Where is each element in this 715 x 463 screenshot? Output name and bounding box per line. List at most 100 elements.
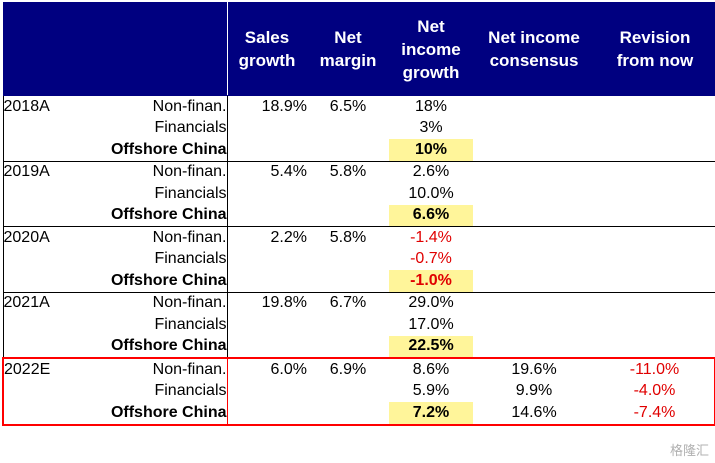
net-income-growth-cell: 2.6%	[389, 160, 473, 183]
year-cell: 2019A	[2, 160, 85, 183]
table-row: Financials 5.9% 9.9% -4.0%	[2, 380, 715, 402]
table-row: Offshore China 10%	[2, 139, 715, 162]
net-margin-cell: 6.7%	[307, 291, 389, 314]
year-cell: 2021A	[2, 291, 85, 314]
year-cell	[2, 314, 85, 336]
segment-cell: Offshore China	[85, 402, 227, 426]
table-row: Financials 3%	[2, 117, 715, 139]
table-row: Offshore China 22.5%	[2, 335, 715, 359]
net-income-growth-cell: 29.0%	[389, 291, 473, 314]
net-income-consensus-cell	[473, 204, 595, 227]
sales-growth-cell	[226, 183, 307, 205]
revision-cell	[595, 204, 715, 227]
net-income-growth-cell: -1.4%	[389, 226, 473, 249]
sales-growth-cell	[226, 248, 307, 270]
net-income-consensus-cell: 9.9%	[473, 380, 595, 402]
sales-growth-cell: 2.2%	[226, 226, 307, 249]
sales-growth-cell	[226, 117, 307, 139]
year-cell	[2, 117, 85, 139]
sales-growth-cell	[226, 204, 307, 227]
segment-cell: Financials	[85, 248, 227, 270]
table-row: Offshore China -1.0%	[2, 270, 715, 293]
segment-cell: Financials	[85, 117, 227, 139]
segment-cell: Offshore China	[85, 270, 227, 293]
segment-cell: Offshore China	[85, 139, 227, 162]
header-net-margin: Net margin	[306, 2, 390, 96]
net-margin-cell	[307, 270, 389, 293]
header-net-income-consensus: Net income consensus	[472, 2, 596, 96]
net-income-consensus-cell	[473, 291, 595, 314]
net-income-consensus-cell	[473, 335, 595, 359]
table-row: Financials -0.7%	[2, 248, 715, 270]
net-income-consensus-cell: 14.6%	[473, 402, 595, 426]
net-margin-cell: 5.8%	[307, 226, 389, 249]
table-row: Financials 10.0%	[2, 183, 715, 205]
segment-cell: Financials	[85, 314, 227, 336]
revision-cell	[595, 160, 715, 183]
header-row: Sales growth Net margin Net income growt…	[2, 2, 715, 96]
net-income-consensus-cell	[473, 95, 595, 118]
revision-cell	[595, 226, 715, 249]
net-income-consensus-cell	[473, 226, 595, 249]
sales-growth-cell	[226, 402, 307, 426]
table-row: 2022E Non-finan. 6.0% 6.9% 8.6% 19.6% -11.0%	[2, 357, 715, 381]
table-row: 2021A Non-finan. 19.8% 6.7% 29.0%	[2, 291, 715, 314]
sales-growth-cell	[226, 314, 307, 336]
year-cell	[2, 139, 85, 162]
net-margin-cell	[307, 183, 389, 205]
net-income-consensus-cell	[473, 160, 595, 183]
net-income-consensus-cell	[473, 139, 595, 162]
net-income-growth-cell: 7.2%	[389, 402, 473, 426]
net-income-growth-cell: 10%	[389, 139, 473, 162]
net-income-consensus-cell	[473, 270, 595, 293]
year-cell: 2018A	[2, 95, 85, 118]
table-body: 2018A Non-finan. 18.9% 6.5% 18% Financials 3% O…	[2, 95, 715, 426]
watermark: 格隆汇	[669, 444, 709, 459]
year-cell	[2, 402, 85, 426]
net-margin-cell	[307, 248, 389, 270]
revision-cell: -7.4%	[595, 402, 715, 426]
revision-cell	[595, 117, 715, 139]
net-income-growth-cell: -1.0%	[389, 270, 473, 293]
net-income-growth-cell: 8.6%	[389, 357, 473, 381]
sales-growth-cell: 5.4%	[226, 160, 307, 183]
segment-cell: Financials	[85, 380, 227, 402]
table-row: 2018A Non-finan. 18.9% 6.5% 18%	[2, 95, 715, 118]
net-income-consensus-cell	[473, 183, 595, 205]
net-margin-cell	[307, 314, 389, 336]
header-sales-growth: Sales growth	[226, 2, 308, 96]
year-cell	[2, 183, 85, 205]
net-margin-cell	[307, 402, 389, 426]
net-margin-cell	[307, 380, 389, 402]
year-cell	[2, 204, 85, 227]
header-net-income-growth: Net income growth	[388, 2, 474, 96]
net-income-growth-cell: 5.9%	[389, 380, 473, 402]
table-row: 2020A Non-finan. 2.2% 5.8% -1.4%	[2, 226, 715, 249]
table-row: Financials 17.0%	[2, 314, 715, 336]
table-row: Offshore China 6.6%	[2, 204, 715, 227]
net-income-consensus-cell: 19.6%	[473, 357, 595, 381]
segment-cell: Non-finan.	[85, 291, 227, 314]
revision-cell	[595, 314, 715, 336]
sales-growth-cell: 6.0%	[226, 357, 307, 381]
net-income-consensus-cell	[473, 248, 595, 270]
segment-cell: Financials	[85, 183, 227, 205]
revision-cell	[595, 335, 715, 359]
revision-cell	[595, 95, 715, 118]
revision-cell	[595, 248, 715, 270]
year-cell	[2, 248, 85, 270]
net-margin-cell	[307, 335, 389, 359]
net-margin-cell: 5.8%	[307, 160, 389, 183]
segment-cell: Non-finan.	[85, 95, 227, 118]
earnings-table: Sales growth Net margin Net income growt…	[2, 2, 715, 426]
year-cell: 2020A	[2, 226, 85, 249]
revision-cell	[595, 270, 715, 293]
sales-growth-cell	[226, 380, 307, 402]
net-income-growth-cell: 10.0%	[389, 183, 473, 205]
revision-cell	[595, 139, 715, 162]
header-revision: Revision from now	[594, 2, 715, 96]
net-income-growth-cell: 18%	[389, 95, 473, 118]
net-margin-cell	[307, 139, 389, 162]
net-margin-cell	[307, 204, 389, 227]
sales-growth-cell	[226, 139, 307, 162]
